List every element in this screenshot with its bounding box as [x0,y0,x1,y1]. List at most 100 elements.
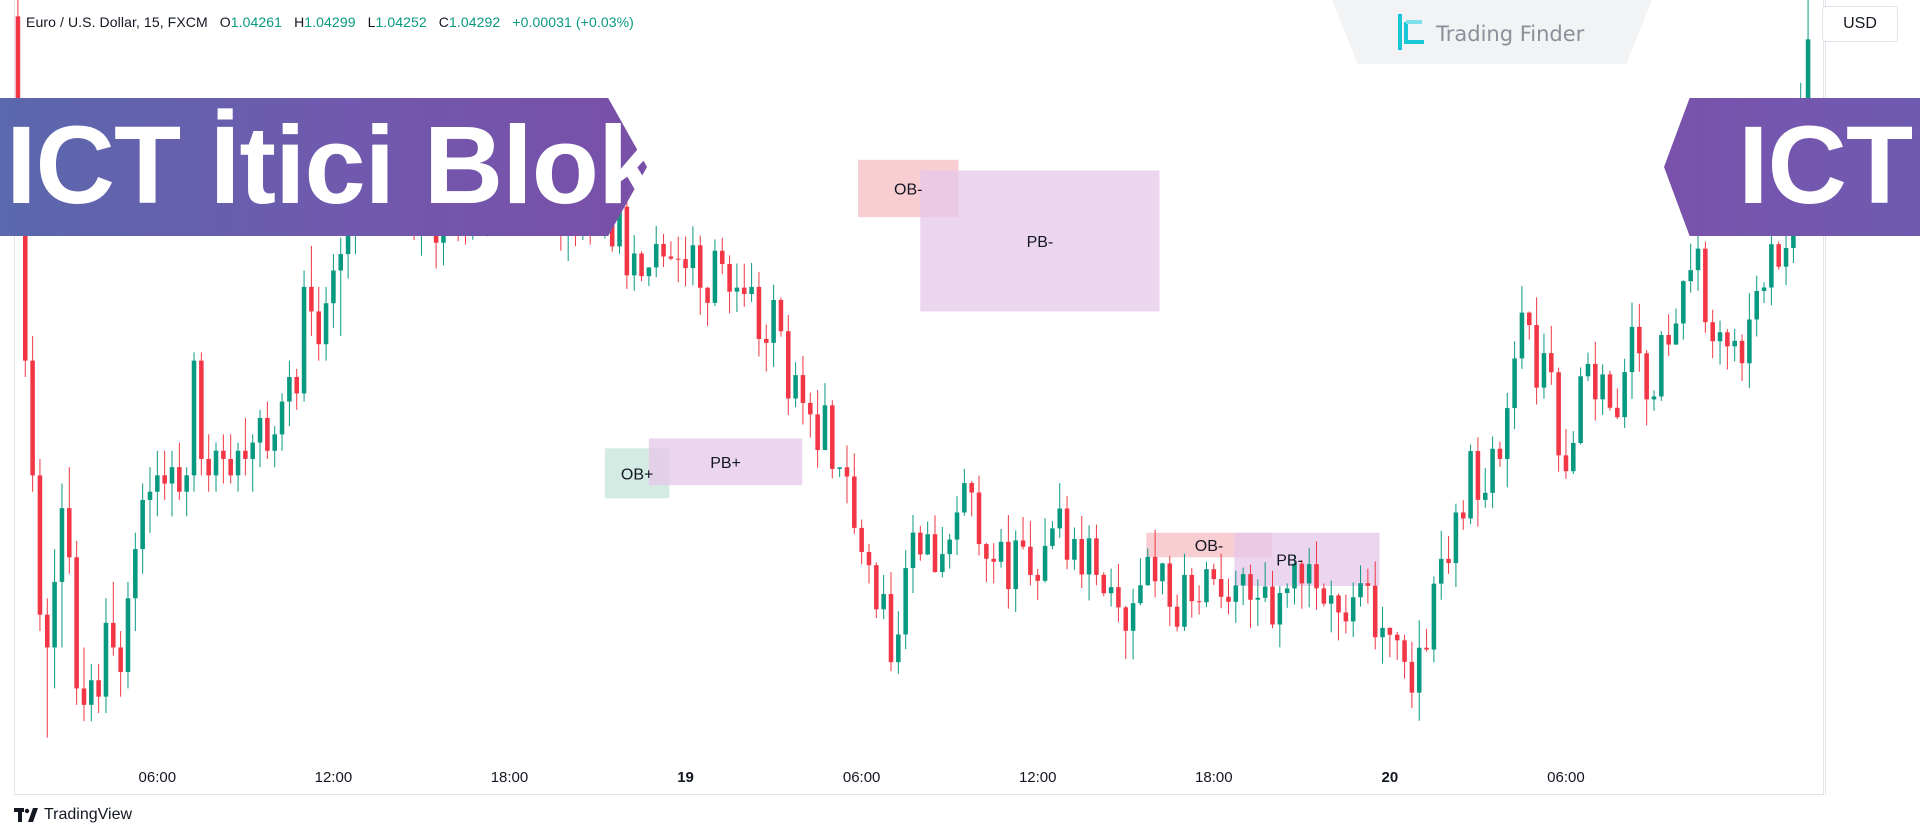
candle-body [653,243,659,268]
bullish-candle [1277,586,1283,648]
candle-body [1769,244,1774,288]
bullish-candle [1688,243,1693,293]
bearish-candle [1270,570,1275,629]
bearish-candle [1446,535,1451,574]
candle-body [1453,512,1459,564]
currency-selector[interactable]: USD [1822,6,1898,42]
candle-body [991,558,996,562]
title-banner-left [0,98,647,236]
candle-body [1108,587,1114,594]
candle-body [771,299,776,343]
bearish-candle [1336,593,1341,641]
bullish-candle [712,239,718,307]
candle-body [1006,541,1011,590]
bearish-candle [1615,388,1620,420]
zone-pb-minus [920,170,1160,312]
time-tick-label: 19 [677,769,694,786]
bearish-candle [1064,496,1070,570]
candle-body [844,467,850,477]
candle-body [1035,574,1040,581]
zone-label: PB+ [710,455,741,472]
candle-body [1358,583,1363,598]
bullish-candle [925,521,930,556]
candle-body [719,250,725,264]
open-label: O [219,14,231,30]
candle-body [1754,290,1759,320]
candle-body [1732,340,1737,347]
candlestick-chart[interactable]: 1.042001.041501.041001.040501.040001.039… [15,0,1825,795]
candle-body [756,286,762,339]
bullish-candle [257,409,263,468]
candle-body [1343,612,1349,622]
bearish-candle [1409,641,1415,709]
candle-body [661,243,666,257]
candle-body [30,360,35,476]
bullish-candle [1600,364,1605,415]
candle-body [1585,363,1591,377]
bullish-candle [1681,280,1686,340]
candle-body [1446,558,1451,564]
bearish-candle [932,515,938,573]
bullish-candle [881,574,886,620]
candle-body [1673,323,1679,345]
bearish-candle [1321,583,1327,607]
candle-body [903,568,908,635]
candle-body [1512,358,1517,409]
change-value: +0.00031 (+0.03%) [512,14,634,30]
symbol-name[interactable]: Euro / U.S. Dollar, 15, FXCM [26,14,208,30]
bullish-candle [250,434,255,492]
bearish-candle [74,540,79,705]
candle-body [1468,451,1473,519]
bearish-candle [1703,241,1708,333]
candle-body [162,475,167,484]
candle-body [793,375,798,399]
bearish-candle [1094,524,1099,586]
bearish-candle [763,324,769,372]
candle-body [89,680,94,705]
bullish-candle [734,263,740,313]
candle-body [1167,563,1173,607]
candle-body [235,450,241,476]
candle-body [206,458,211,476]
candle-body [1306,564,1312,584]
bullish-candle [1086,525,1092,601]
bearish-candle [1123,605,1129,659]
bearish-candle [1497,441,1503,467]
candle-body [1130,603,1136,631]
bearish-candle [30,336,35,492]
bullish-candle [1659,331,1664,401]
candle-body [1042,545,1048,581]
bullish-candle [279,393,285,451]
zone-pb-minusplus [648,438,803,486]
candle-body [243,450,248,459]
candle-body [323,303,329,345]
bearish-candle [243,417,248,476]
candle-body [1534,325,1539,388]
bearish-candle [675,236,681,283]
tradingview-brand[interactable]: TradingView [14,806,132,824]
brand-name: Trading Finder [1436,22,1585,46]
bullish-candle [1108,568,1114,607]
bullish-candle [1350,582,1356,637]
candle-body [1593,363,1598,400]
bearish-candle [111,581,116,656]
candle-body [228,458,233,476]
bullish-candle [896,611,901,674]
candle-body [140,499,145,550]
bullish-candle [1130,588,1136,660]
bearish-candle [206,434,211,492]
bullish-candle [947,533,952,569]
candle-body [1703,248,1708,323]
candle-body [1138,585,1143,604]
low-label: L [367,14,376,30]
bullish-candle [1805,0,1811,117]
candle-body [1541,353,1547,388]
bearish-candle [1394,632,1400,660]
bearish-candle [1343,594,1349,634]
candle-body [1644,353,1649,400]
candle-body [888,594,894,663]
candle-body [932,534,938,572]
candle-body [1776,244,1781,267]
candle-body [1519,312,1525,359]
candle-body [1783,247,1789,267]
